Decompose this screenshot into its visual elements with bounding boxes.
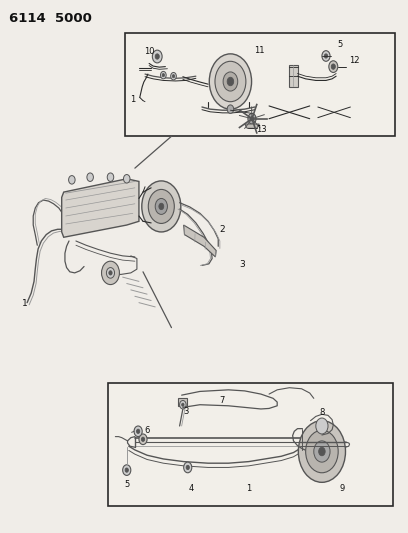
Text: 3: 3 (183, 407, 188, 416)
Bar (125, 33, 395, 136)
Polygon shape (184, 225, 216, 257)
Circle shape (186, 465, 189, 470)
Circle shape (125, 468, 129, 472)
Circle shape (251, 117, 254, 121)
Text: 3: 3 (240, 261, 246, 269)
Circle shape (329, 61, 338, 72)
Text: 6: 6 (144, 426, 150, 435)
Circle shape (102, 261, 120, 285)
Text: 6114  5000: 6114 5000 (9, 12, 92, 26)
Circle shape (148, 189, 174, 223)
Polygon shape (62, 179, 139, 237)
Circle shape (160, 71, 166, 79)
Circle shape (314, 441, 330, 462)
Circle shape (184, 462, 192, 473)
Circle shape (316, 418, 328, 434)
Circle shape (172, 75, 175, 78)
Text: 1: 1 (130, 94, 135, 103)
Circle shape (87, 173, 93, 181)
Text: 5: 5 (124, 480, 129, 489)
Circle shape (124, 174, 130, 183)
Circle shape (134, 426, 142, 437)
Text: 2: 2 (220, 225, 225, 234)
Circle shape (182, 403, 184, 406)
Circle shape (324, 54, 328, 58)
Bar (109, 383, 393, 506)
Text: 1: 1 (22, 299, 28, 308)
Circle shape (227, 105, 234, 114)
Circle shape (162, 74, 164, 77)
Circle shape (152, 50, 162, 63)
Text: 10: 10 (144, 47, 154, 55)
Text: 7: 7 (220, 396, 225, 405)
Circle shape (107, 173, 114, 181)
Circle shape (106, 268, 115, 278)
Circle shape (155, 54, 159, 59)
Circle shape (180, 400, 186, 409)
Circle shape (322, 51, 330, 61)
Circle shape (248, 114, 256, 124)
Circle shape (159, 203, 164, 209)
Circle shape (139, 434, 147, 445)
Text: 9: 9 (339, 484, 345, 493)
Text: 1: 1 (246, 484, 251, 493)
Circle shape (209, 54, 252, 109)
Circle shape (142, 181, 181, 232)
Bar (178, 398, 187, 406)
Text: 13: 13 (256, 125, 266, 134)
Circle shape (319, 447, 325, 456)
Circle shape (123, 465, 131, 475)
Circle shape (331, 64, 335, 69)
Text: 11: 11 (254, 46, 264, 55)
Circle shape (227, 77, 234, 86)
Circle shape (69, 175, 75, 184)
Circle shape (109, 271, 112, 275)
Circle shape (142, 437, 144, 441)
Polygon shape (245, 124, 259, 128)
Text: 8: 8 (319, 408, 325, 417)
Text: 12: 12 (349, 56, 360, 64)
Circle shape (223, 72, 238, 91)
Circle shape (306, 430, 338, 473)
Circle shape (155, 198, 167, 214)
Text: 5: 5 (337, 40, 343, 49)
Text: 4: 4 (188, 484, 194, 493)
Circle shape (215, 61, 246, 102)
Bar (289, 65, 298, 87)
Circle shape (298, 421, 346, 482)
Circle shape (137, 429, 140, 433)
Circle shape (171, 72, 176, 80)
